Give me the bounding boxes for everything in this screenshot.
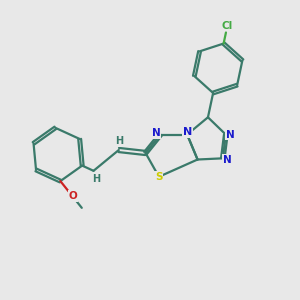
Text: H: H [115, 136, 123, 146]
Text: Cl: Cl [222, 20, 233, 31]
Text: N: N [226, 130, 235, 140]
Text: N: N [223, 155, 232, 165]
Text: H: H [92, 174, 101, 184]
Text: N: N [152, 128, 160, 138]
Text: S: S [155, 172, 163, 182]
Text: N: N [182, 127, 192, 137]
Text: O: O [68, 191, 77, 201]
